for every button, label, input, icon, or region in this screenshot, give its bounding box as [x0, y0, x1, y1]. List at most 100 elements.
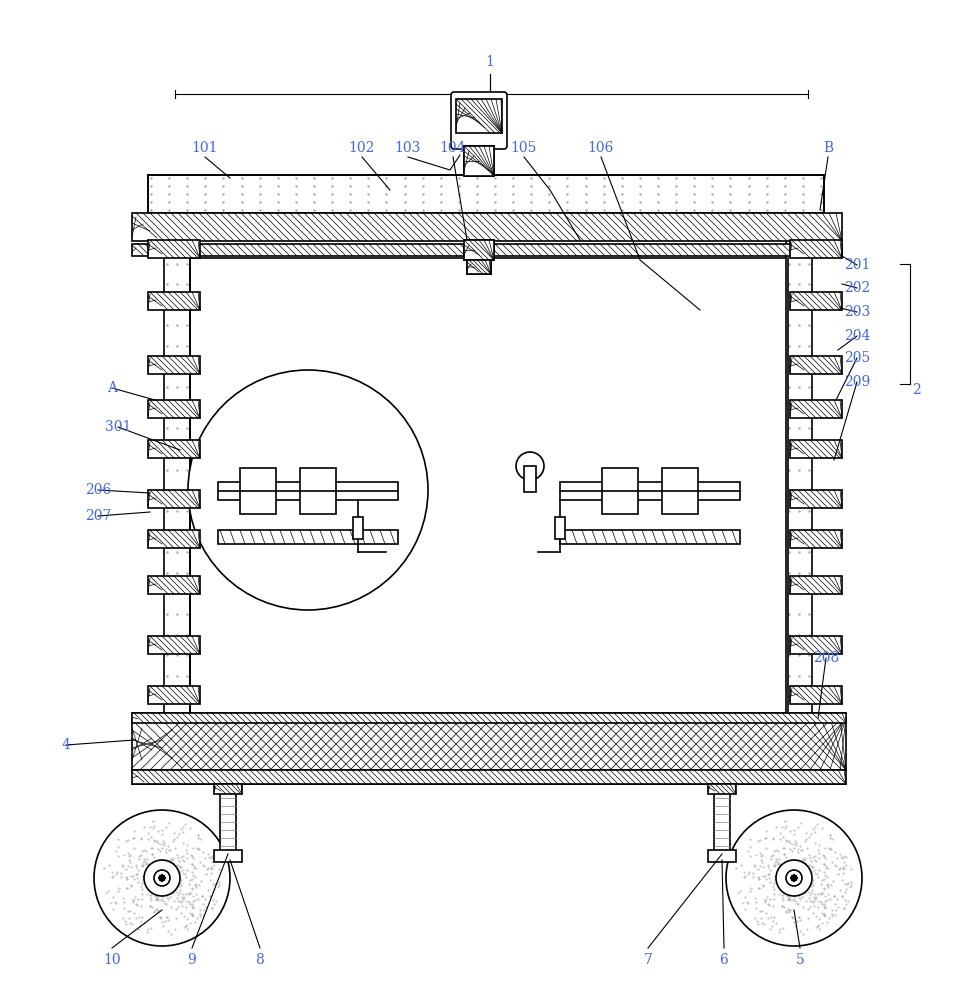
Circle shape	[158, 875, 165, 881]
Bar	[218, 482, 398, 500]
Bar	[789, 240, 841, 258]
Bar	[467, 260, 491, 274]
Bar	[559, 482, 739, 500]
Text: 104: 104	[439, 141, 466, 155]
Bar	[132, 213, 841, 241]
Bar	[464, 146, 494, 176]
Text: 206: 206	[85, 483, 111, 497]
Text: 4: 4	[62, 738, 70, 752]
Bar	[148, 490, 200, 508]
Circle shape	[726, 810, 861, 946]
Text: 9: 9	[188, 953, 197, 967]
Bar	[601, 468, 638, 514]
Bar	[559, 530, 739, 544]
Bar	[132, 244, 841, 256]
Bar	[132, 718, 845, 770]
Text: B: B	[822, 141, 832, 155]
Text: 207: 207	[85, 509, 111, 523]
Bar	[713, 784, 730, 854]
Circle shape	[790, 875, 796, 881]
Text: 10: 10	[103, 953, 120, 967]
Text: 5: 5	[795, 953, 804, 967]
Bar	[789, 356, 841, 374]
Bar	[214, 850, 242, 862]
Bar	[789, 636, 841, 654]
Bar	[789, 530, 841, 548]
Bar	[148, 356, 200, 374]
Bar	[164, 240, 190, 720]
Bar	[299, 468, 335, 514]
Text: 8: 8	[255, 953, 264, 967]
Bar	[190, 258, 787, 718]
Bar	[148, 175, 823, 213]
Text: 204: 204	[843, 329, 869, 343]
Bar	[240, 468, 276, 514]
Bar	[785, 240, 811, 720]
Bar	[148, 440, 200, 458]
Bar	[214, 784, 242, 794]
Text: 105: 105	[511, 141, 537, 155]
Bar	[148, 686, 200, 704]
Circle shape	[790, 875, 796, 881]
Circle shape	[790, 875, 796, 881]
Bar	[789, 576, 841, 594]
Bar	[464, 146, 494, 176]
Text: 103: 103	[394, 141, 421, 155]
Bar	[220, 784, 236, 854]
Bar	[148, 240, 200, 258]
Bar	[148, 292, 200, 310]
Text: 202: 202	[843, 281, 869, 295]
Circle shape	[94, 810, 230, 946]
Circle shape	[790, 875, 796, 881]
Bar	[789, 490, 841, 508]
Circle shape	[158, 875, 165, 881]
Bar	[132, 770, 845, 784]
Text: 7: 7	[643, 953, 651, 967]
Circle shape	[158, 875, 165, 881]
Bar	[555, 517, 564, 539]
Text: 1: 1	[485, 55, 494, 69]
Bar	[148, 400, 200, 418]
Text: 209: 209	[843, 375, 869, 389]
Bar	[148, 636, 200, 654]
Circle shape	[790, 875, 796, 881]
Bar	[789, 292, 841, 310]
Bar	[148, 530, 200, 548]
Bar	[148, 576, 200, 594]
Bar	[132, 713, 845, 723]
Bar	[707, 784, 735, 794]
Circle shape	[790, 875, 796, 881]
Circle shape	[158, 875, 165, 881]
Circle shape	[785, 870, 801, 886]
Bar	[789, 440, 841, 458]
Text: 301: 301	[105, 420, 131, 434]
Text: 2: 2	[911, 383, 919, 397]
Text: A: A	[107, 381, 117, 395]
Text: 201: 201	[843, 258, 869, 272]
Text: 101: 101	[192, 141, 218, 155]
Circle shape	[790, 875, 796, 881]
Circle shape	[776, 860, 811, 896]
Circle shape	[158, 875, 165, 881]
Bar	[218, 530, 398, 544]
Bar	[464, 240, 494, 260]
Bar	[467, 260, 491, 274]
Text: 205: 205	[843, 351, 869, 365]
Circle shape	[154, 870, 170, 886]
Bar	[789, 686, 841, 704]
Circle shape	[144, 860, 180, 896]
Circle shape	[158, 875, 165, 881]
Circle shape	[158, 875, 165, 881]
Circle shape	[515, 452, 544, 480]
Bar	[464, 240, 494, 260]
FancyBboxPatch shape	[451, 92, 507, 149]
Circle shape	[158, 875, 165, 881]
Bar	[707, 850, 735, 862]
Text: 6: 6	[719, 953, 728, 967]
Text: 203: 203	[843, 305, 869, 319]
Circle shape	[188, 370, 427, 610]
Text: 102: 102	[348, 141, 375, 155]
Bar	[523, 466, 535, 492]
Text: 208: 208	[812, 651, 838, 665]
Bar	[353, 517, 363, 539]
